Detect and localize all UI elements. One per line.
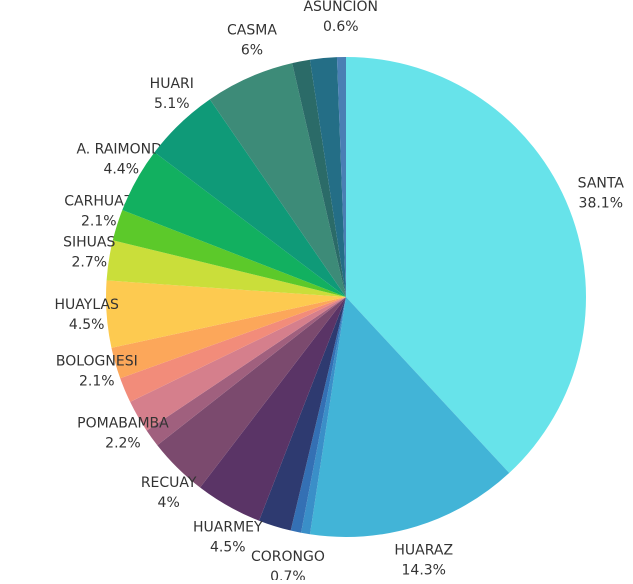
- pie-slice: [200, 297, 346, 521]
- slice-value-label: 0.7%: [270, 569, 306, 580]
- pie-slice: [301, 297, 346, 535]
- slice-value-label: 38.1%: [579, 195, 623, 211]
- pie-slice: [112, 210, 347, 297]
- slice-value-label: 2.7%: [71, 254, 107, 270]
- slice-value-label: 2.1%: [81, 214, 117, 230]
- pie-slice: [309, 57, 346, 297]
- slice-label: POMABAMBA: [77, 415, 169, 431]
- slice-label: HUARAZ: [394, 543, 453, 559]
- pie-slice: [209, 63, 346, 297]
- slice-label: RECUAY: [141, 475, 197, 491]
- slice-value-label: 4%: [158, 495, 180, 511]
- pie-slice: [105, 280, 346, 348]
- slice-value-label: 4.5%: [210, 539, 246, 555]
- slice-value-label: 14.3%: [402, 563, 446, 579]
- slice-value-label: 4.5%: [69, 317, 105, 333]
- slice-value-label: 2.2%: [105, 435, 141, 451]
- pie-slice: [157, 297, 346, 488]
- slice-label: ASUNCIÓN: [303, 0, 378, 15]
- pie-slice: [122, 152, 346, 297]
- slice-value-label: 5.1%: [154, 96, 190, 112]
- pie-slice: [259, 297, 346, 531]
- pie-slice: [292, 59, 346, 298]
- slice-value-label: 4.4%: [103, 162, 139, 178]
- slice-label: A. RAIMONDI: [76, 142, 166, 158]
- slice-label: SANTA: [578, 175, 625, 191]
- slice-label: HUARMEY: [193, 519, 263, 535]
- pie-slice: [346, 57, 586, 473]
- slice-label: CARHUAZ: [64, 194, 133, 210]
- pie-slice: [146, 297, 346, 446]
- pie-slice: [309, 297, 510, 537]
- slice-label: HUAYLAS: [55, 297, 120, 313]
- slice-value-label: 2.1%: [79, 374, 115, 390]
- slice-label: CASMA: [227, 23, 277, 39]
- slice-label: BOLOGNESI: [56, 354, 138, 370]
- pie-slice: [290, 297, 346, 533]
- pie-slice: [106, 240, 346, 297]
- slice-value-label: 6%: [241, 43, 263, 59]
- pie-slice: [130, 297, 346, 431]
- pie-slice: [154, 99, 346, 297]
- pie-slice: [120, 297, 346, 402]
- pie-slice: [111, 297, 346, 379]
- slice-value-label: 0.6%: [323, 19, 359, 35]
- pie-slice: [336, 57, 346, 297]
- slice-label: HUARI: [150, 76, 194, 92]
- slice-label: SIHUAS: [63, 234, 115, 250]
- slice-label: CORONGO: [251, 549, 325, 565]
